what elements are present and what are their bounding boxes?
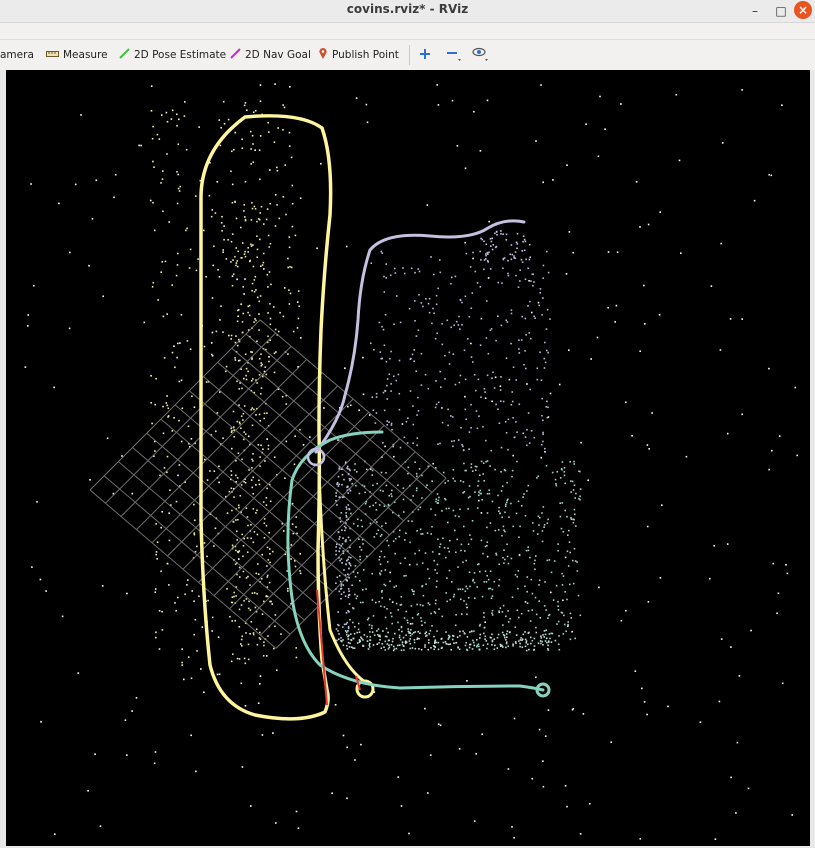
axis-red-stub [355,675,361,691]
axis-red-line [316,589,328,706]
trajectory-yellow-tail [317,468,367,684]
zoom-in-button[interactable] [419,40,431,70]
map-pin-icon [318,47,328,63]
right-panel-edge [810,70,815,848]
menu-bar [0,23,815,40]
teal-end-marker [535,682,551,698]
measure-tool[interactable]: Measure [46,40,108,70]
toolbar-separator [409,45,410,65]
pose-estimate-tool[interactable]: 2D Pose Estimate [119,40,226,70]
magenta-arrow-icon [230,48,241,62]
close-icon[interactable]: × [794,1,812,19]
minimize-icon[interactable]: – [752,4,758,18]
left-panel-edge [0,70,6,848]
publish-point-tool[interactable]: Publish Point [318,40,399,70]
window-title: covins.rviz* - RViz [346,2,469,16]
maximize-icon[interactable]: □ [775,4,787,18]
title-bar: covins.rviz* - RViz – □ × [0,0,815,23]
3d-scene [24,83,798,840]
plus-icon [419,48,431,63]
bottom-edge [0,846,815,848]
nav-goal-tool[interactable]: 2D Nav Goal [230,40,311,70]
view-button[interactable] [472,40,490,70]
eye-icon [472,46,490,65]
camera-tool-label: amera [0,49,34,61]
minus-icon [446,46,462,65]
origin-marker [306,447,326,467]
tool-bar: amera Measure 2D Pose Estimate 2D Nav Go… [0,40,815,71]
ground-grid [89,319,447,649]
render-viewport[interactable] [6,70,810,846]
nav-goal-tool-label: 2D Nav Goal [245,49,311,61]
measure-tool-label: Measure [63,49,108,61]
ruler-icon [46,49,59,61]
point-cloud [24,83,798,840]
camera-tool[interactable]: amera [0,40,34,70]
zoom-out-button[interactable] [446,40,462,70]
pose-estimate-tool-label: 2D Pose Estimate [134,49,227,61]
publish-point-tool-label: Publish Point [332,49,399,61]
trajectory-lavender [314,219,526,454]
yellow-end-marker [355,679,375,699]
green-arrow-icon [119,48,130,62]
